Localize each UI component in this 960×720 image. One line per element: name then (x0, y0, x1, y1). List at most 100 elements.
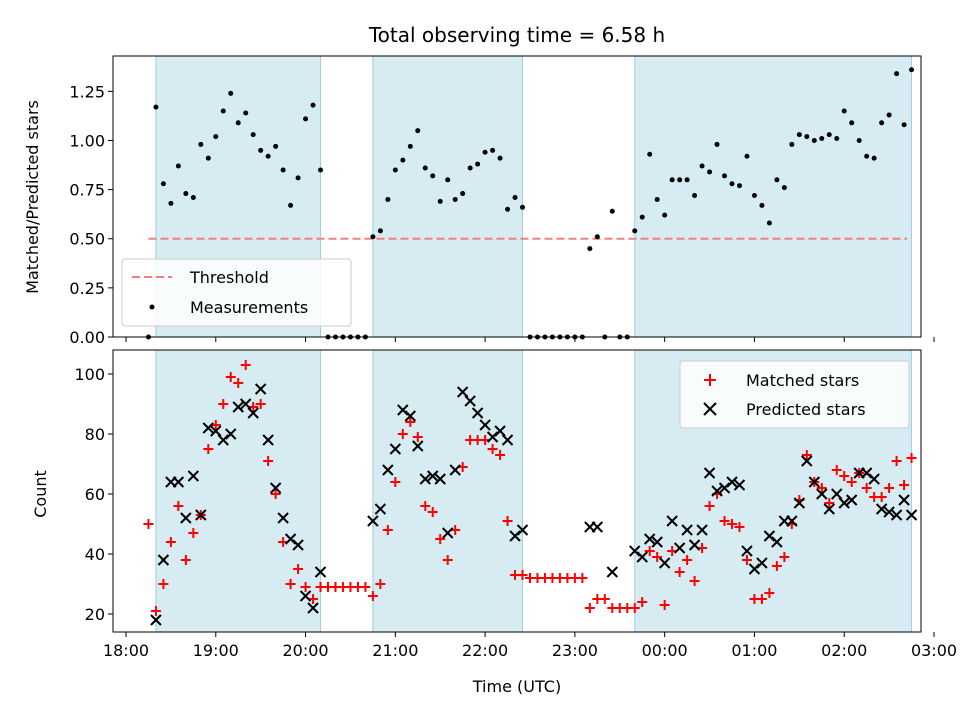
predicted-star-point (591, 521, 604, 533)
bottom-axes-frame (112, 349, 922, 633)
bottom-legend: Matched stars Predicted stars (679, 360, 910, 429)
measurement-point (722, 173, 728, 179)
predicted-star-point (195, 509, 207, 521)
measurement-point (729, 181, 735, 187)
measurement-point (841, 108, 847, 114)
predicted-star-point (741, 545, 753, 557)
predicted-star-point (516, 524, 529, 536)
matched-star-point (756, 594, 767, 604)
measurement-point (318, 167, 324, 173)
legend-measurements-swatch (149, 304, 155, 310)
predicted-star-point (434, 473, 446, 485)
measurement-point (804, 134, 810, 140)
measurement-point (467, 165, 473, 171)
measurement-point (295, 175, 301, 181)
measurement-point (901, 122, 907, 128)
measurement-point (774, 177, 780, 183)
measurement-point (452, 196, 458, 202)
predicted-star-point (456, 386, 469, 398)
measurement-point (370, 234, 376, 240)
top-legend-frame (121, 258, 352, 327)
measurement-point (909, 67, 915, 73)
predicted-star-point (225, 428, 237, 440)
measurement-point (594, 234, 600, 240)
predicted-star-point (419, 473, 431, 485)
matched-star-point (764, 588, 775, 598)
x-tick-label: 20:00 (283, 641, 329, 660)
predicted-star-point (666, 515, 678, 527)
predicted-star-point (733, 479, 746, 491)
matched-star-point (375, 579, 386, 589)
matched-star-point (203, 444, 214, 454)
matched-star-point (682, 555, 693, 565)
x-tick-label: 03:00 (911, 641, 957, 660)
matched-star-point (435, 534, 446, 544)
predicted-star-point (239, 398, 252, 410)
measurement-point (497, 155, 503, 161)
predicted-star-point (643, 533, 656, 545)
predicted-star-point (898, 494, 910, 506)
matched-star-point (412, 432, 423, 442)
predicted-star-point (696, 524, 708, 536)
measurement-point (684, 177, 690, 183)
top-y-tick-label: 0.75 (69, 181, 105, 200)
measurement-point (894, 71, 900, 77)
predicted-star-point (389, 443, 402, 455)
matched-star-point (846, 477, 857, 487)
top-legend: Threshold Measurements (121, 258, 352, 327)
matched-star-point (689, 576, 700, 586)
predicted-star-point (883, 506, 895, 518)
measurement-point (475, 161, 481, 167)
bottom-y-tick-label: 20 (85, 605, 105, 624)
measurement-point (482, 149, 488, 155)
measurement-point (886, 112, 892, 118)
measurement-point (303, 116, 309, 122)
matched-star-point (831, 465, 842, 475)
predicted-star-point (471, 407, 484, 419)
measurement-point (789, 141, 795, 147)
x-tick-label: 21:00 (372, 641, 418, 660)
measurement-point (490, 147, 496, 153)
top-y-axis-label: Matched/Predicted stars (23, 100, 42, 294)
matched-star-point (390, 477, 401, 487)
predicted-star-point (838, 497, 850, 509)
measurement-point (437, 198, 443, 204)
matched-star-point (839, 471, 850, 481)
bottom-observing-window-0 (155, 349, 322, 633)
measurement-point (714, 141, 720, 147)
predicted-star-point (681, 524, 693, 536)
matched-star-point (577, 573, 588, 583)
predicted-star-point (726, 476, 738, 488)
matched-star-point (719, 516, 730, 526)
measurement-point (505, 206, 511, 212)
measurement-point (430, 173, 436, 179)
matched-star-point (233, 378, 244, 388)
matched-star-point (293, 564, 304, 574)
measurement-point (460, 191, 466, 197)
matched-star-point (906, 453, 917, 463)
top-y-tick-label: 0.25 (69, 279, 105, 298)
measurement-point (168, 200, 174, 206)
predicted-star-point (172, 476, 185, 488)
legend-threshold-label: Threshold (189, 268, 269, 287)
matched-star-point (158, 579, 169, 589)
measurement-point (288, 202, 294, 208)
predicted-star-point (314, 566, 327, 578)
predicted-star-point (427, 470, 439, 482)
top-chart-title: Total observing time = 6.58 h (368, 23, 665, 47)
predicted-star-point (187, 470, 200, 482)
matched-star-point (218, 399, 229, 409)
predicted-star-point (718, 482, 731, 494)
measurement-point (280, 167, 286, 173)
measurement-point (520, 204, 526, 210)
predicted-star-point (501, 434, 514, 446)
predicted-star-point (711, 485, 723, 497)
top-y-tick-label: 0.50 (69, 230, 105, 249)
matched-star-point (150, 606, 161, 616)
measurement-point (160, 181, 166, 187)
matched-star-point (495, 450, 506, 460)
predicted-star-point (823, 503, 835, 515)
matched-star-point (816, 483, 827, 493)
matched-star-point (143, 519, 154, 529)
predicted-star-point (868, 473, 880, 485)
